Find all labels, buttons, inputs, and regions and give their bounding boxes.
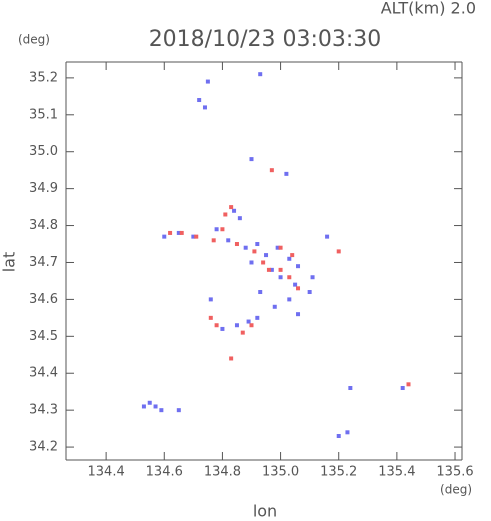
echo-point	[287, 275, 292, 280]
echo-point	[278, 245, 283, 250]
echo-point	[287, 297, 292, 302]
y-tick-label: 34.2	[29, 440, 58, 455]
x-unit: (deg)	[440, 483, 472, 497]
echo-point	[336, 434, 341, 439]
echo-point	[226, 238, 231, 243]
echo-point	[261, 260, 266, 265]
echo-point	[255, 242, 260, 247]
echo-point	[400, 386, 405, 391]
echo-point	[240, 330, 245, 335]
altitude-label: ALT(km) 2.0	[381, 0, 476, 18]
echo-point	[275, 245, 280, 250]
y-tick-label: 34.4	[29, 366, 58, 381]
echo-point	[345, 430, 350, 435]
echo-point	[234, 242, 239, 247]
echo-point	[284, 171, 289, 176]
x-tick-label: 135.6	[436, 465, 473, 480]
echo-point	[255, 315, 260, 320]
echo-point	[214, 227, 219, 232]
echo-point	[269, 267, 274, 272]
echo-point	[249, 323, 254, 328]
echo-point	[246, 319, 251, 324]
chart-title: 2018/10/23 03:03:30	[149, 27, 382, 52]
y-tick-label: 34.8	[29, 218, 58, 233]
echo-point	[348, 386, 353, 391]
echo-point	[249, 260, 254, 265]
echo-point	[191, 234, 196, 239]
echo-point	[176, 230, 181, 235]
echo-point	[290, 253, 295, 258]
echo-point	[220, 326, 225, 331]
echo-point	[208, 297, 213, 302]
y-tick-label: 34.9	[29, 181, 58, 196]
echo-point	[229, 356, 234, 361]
echo-point	[232, 208, 237, 213]
echo-point	[205, 79, 210, 84]
echo-point	[243, 245, 248, 250]
echo-point	[310, 275, 315, 280]
echo-point	[252, 249, 257, 254]
echo-point	[229, 205, 234, 210]
echo-point	[179, 230, 184, 235]
echo-point	[406, 382, 411, 387]
echo-point	[272, 304, 277, 309]
echo-point	[202, 105, 207, 110]
y-tick-label: 34.3	[29, 403, 58, 418]
echo-point	[211, 238, 216, 243]
echo-point	[234, 323, 239, 328]
echo-point	[296, 264, 301, 269]
y-unit: (deg)	[18, 33, 50, 47]
x-tick-label: 134.6	[146, 465, 183, 480]
echo-point	[258, 72, 263, 77]
echo-point	[168, 230, 173, 235]
echo-point	[287, 256, 292, 261]
echo-point	[278, 267, 283, 272]
echo-point	[194, 234, 199, 239]
echo-point	[307, 290, 312, 295]
y-axis-label: lat	[0, 252, 19, 273]
echo-point	[296, 312, 301, 317]
echo-point	[325, 234, 330, 239]
echo-point	[223, 212, 228, 217]
echo-point	[159, 408, 164, 413]
x-axis-label: lon	[253, 502, 277, 521]
echo-point	[220, 227, 225, 232]
y-tick-label: 35.2	[29, 70, 58, 85]
x-tick-label: 134.4	[88, 465, 125, 480]
x-tick-label: 135.0	[262, 465, 299, 480]
echo-point	[162, 234, 167, 239]
echo-point	[293, 282, 298, 287]
y-tick-label: 34.7	[29, 255, 58, 270]
y-tick-label: 34.5	[29, 329, 58, 344]
echo-point	[214, 323, 219, 328]
echo-point	[197, 98, 202, 103]
echo-point	[278, 275, 283, 280]
echo-point	[258, 290, 263, 295]
echo-point	[269, 168, 274, 173]
y-tick-label: 34.6	[29, 292, 58, 307]
echo-point	[264, 253, 269, 258]
echo-point	[237, 216, 242, 221]
echo-point	[176, 408, 181, 413]
echo-point	[147, 400, 152, 405]
echo-point	[208, 315, 213, 320]
echo-point	[336, 249, 341, 254]
x-tick-label: 134.8	[204, 465, 241, 480]
echo-point	[266, 267, 271, 272]
x-tick-label: 135.2	[320, 465, 357, 480]
echo-point	[249, 157, 254, 162]
y-tick-label: 35.1	[29, 107, 58, 122]
y-tick-label: 35.0	[29, 144, 58, 159]
x-tick-label: 135.4	[378, 465, 415, 480]
echo-point	[296, 286, 301, 291]
echo-point	[141, 404, 146, 409]
echo-point	[153, 404, 158, 409]
